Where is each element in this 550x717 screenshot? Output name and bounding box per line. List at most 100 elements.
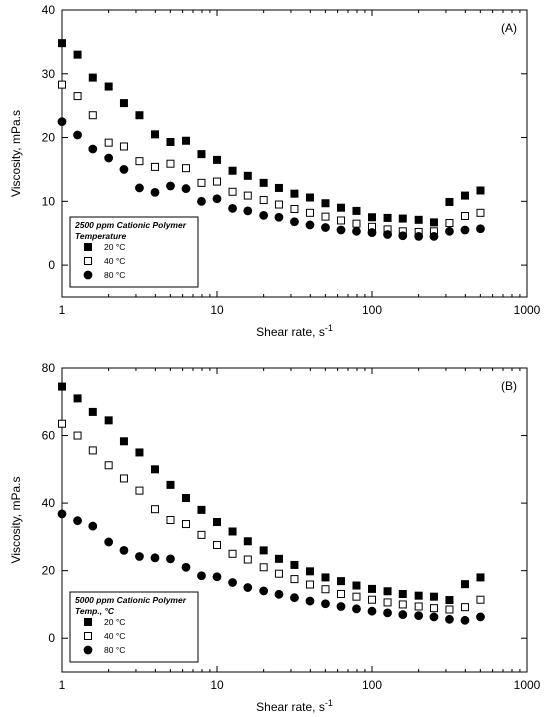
point <box>58 419 66 428</box>
point <box>429 592 438 601</box>
point <box>290 575 299 584</box>
legend-label: 20 °C <box>104 242 125 252</box>
x-tick-label: 1 <box>59 303 66 317</box>
point <box>135 552 144 561</box>
point <box>213 540 221 549</box>
point <box>119 99 128 108</box>
legend-title: 5000 ppm Cationic Polymer <box>75 595 187 605</box>
point <box>197 571 206 581</box>
point <box>321 212 330 221</box>
panel: 1 10 100 1000 0 10 20 30 40 Shear rate, s-1 Viscos… <box>9 3 541 339</box>
point <box>290 204 299 213</box>
point <box>213 518 221 527</box>
point <box>290 217 299 227</box>
point <box>352 226 361 236</box>
point <box>58 80 66 89</box>
y-axis-label: Viscosity, mPa.s <box>9 110 23 197</box>
point <box>414 611 424 620</box>
point <box>181 184 191 193</box>
plot-frame <box>61 9 528 298</box>
point <box>166 138 175 147</box>
point <box>321 223 330 232</box>
point <box>166 516 175 524</box>
point <box>88 73 97 82</box>
point <box>228 527 237 536</box>
point <box>383 587 392 596</box>
point <box>274 554 283 563</box>
legend-marker <box>84 618 92 626</box>
point <box>337 216 346 225</box>
x-axis-label: Shear rate, s-1 <box>256 698 333 714</box>
point <box>414 602 423 611</box>
point <box>367 228 377 237</box>
point <box>135 111 144 120</box>
point <box>460 225 470 235</box>
point <box>197 505 206 514</box>
point <box>243 206 253 216</box>
point <box>243 171 252 180</box>
point <box>150 130 159 139</box>
point <box>398 214 407 223</box>
x-tick-label: 1 <box>59 678 66 692</box>
point <box>259 196 268 205</box>
point <box>259 210 269 220</box>
point <box>305 208 314 217</box>
point <box>290 560 299 569</box>
point <box>119 474 128 483</box>
point <box>150 505 159 514</box>
point <box>228 187 237 196</box>
point <box>243 583 253 592</box>
point <box>460 603 469 612</box>
point <box>476 208 485 217</box>
x-tick-label: 10 <box>210 303 224 317</box>
x-tick-label: 100 <box>362 678 382 692</box>
legend-marker <box>83 270 93 280</box>
point <box>197 530 206 539</box>
point <box>73 516 82 526</box>
point <box>243 191 252 200</box>
x-tick-label: 10 <box>210 678 224 692</box>
point <box>88 111 97 120</box>
point <box>119 165 129 174</box>
point <box>119 142 128 151</box>
plot-frame <box>61 367 528 673</box>
legend-marker <box>84 632 92 640</box>
point <box>414 215 423 224</box>
point <box>476 186 485 195</box>
point <box>368 584 376 593</box>
point <box>213 177 221 186</box>
x-tick-label: 1000 <box>514 678 541 692</box>
point <box>166 480 175 489</box>
legend-title: 2500 ppm Cationic Polymer <box>74 220 187 230</box>
legend-label: 20 °C <box>104 617 125 627</box>
legend-title: Temp., °C <box>75 606 115 616</box>
point <box>182 136 191 145</box>
point <box>150 553 160 563</box>
point <box>58 382 66 391</box>
point <box>321 573 330 582</box>
y-tick-label: 10 <box>42 194 56 208</box>
point <box>259 586 269 596</box>
point <box>228 166 237 175</box>
point <box>197 150 206 159</box>
point <box>445 614 454 624</box>
point <box>73 50 82 59</box>
point <box>228 578 237 587</box>
point <box>150 465 159 474</box>
x-axis-label: Shear rate, s-1 <box>256 323 333 339</box>
point <box>476 224 485 234</box>
point <box>305 193 314 202</box>
y-tick-label: 0 <box>48 258 55 272</box>
panel-label: (A) <box>501 21 517 35</box>
legend-marker <box>83 645 93 655</box>
point <box>445 197 454 206</box>
point <box>352 219 361 228</box>
y-axis-label: Viscosity, mPa.s <box>9 477 23 564</box>
point <box>182 494 191 503</box>
y-tick-label: 0 <box>48 631 55 645</box>
point <box>398 600 407 609</box>
point <box>445 226 454 236</box>
point <box>73 394 82 403</box>
